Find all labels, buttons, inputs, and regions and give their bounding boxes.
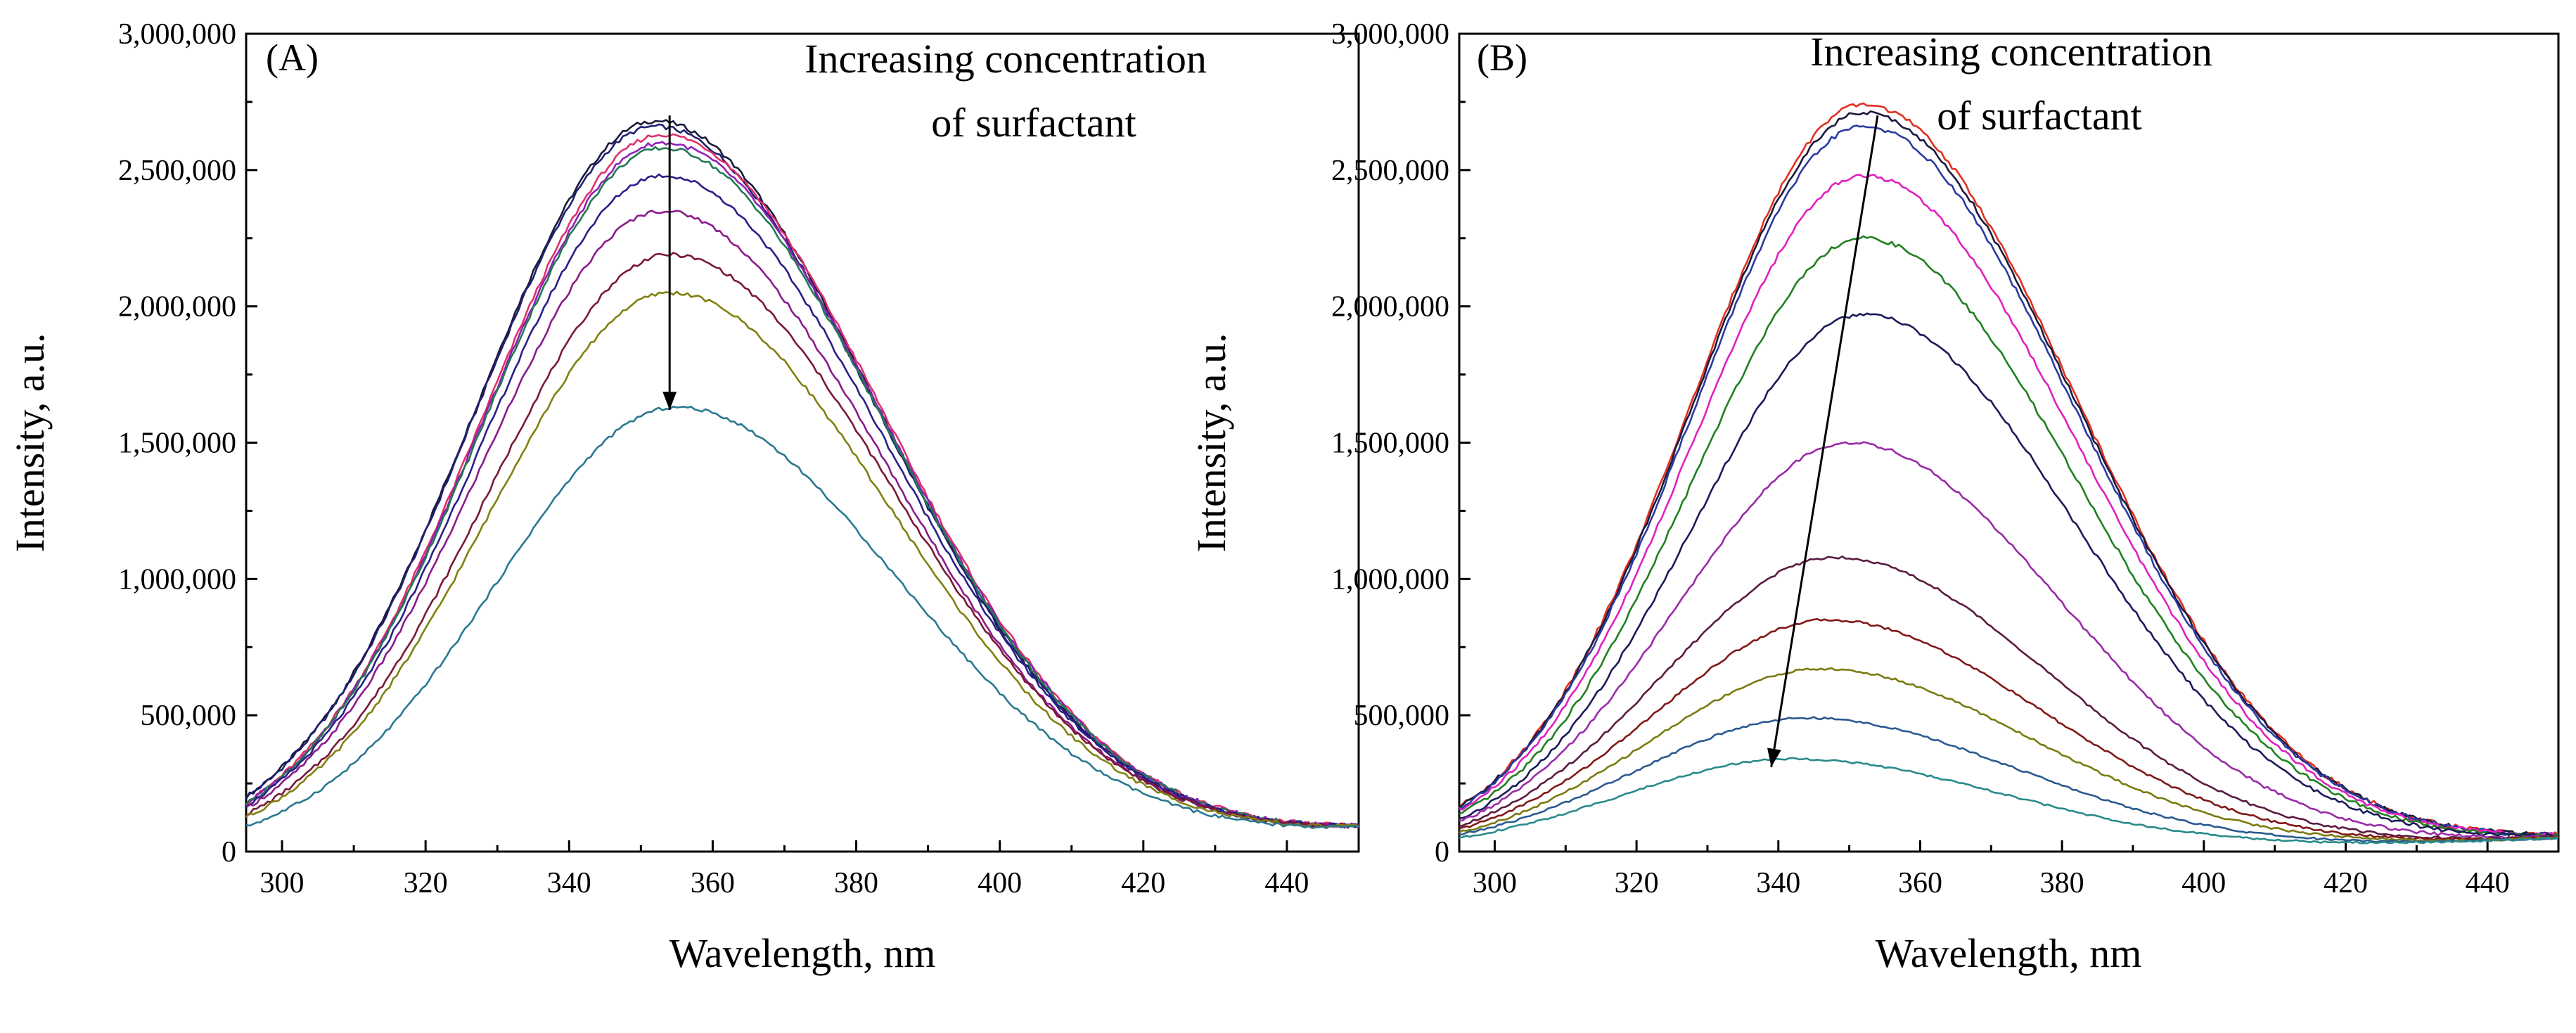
series-line-3 — [1459, 124, 2559, 837]
annotation-line-1: Increasing concentration — [1810, 29, 2212, 75]
annotation-line-2: of surfactant — [931, 100, 1136, 146]
series-line-6 — [245, 173, 1359, 828]
series-group — [1459, 102, 2559, 845]
annotation-line-2: of surfactant — [1937, 93, 2141, 139]
trend-arrow-head — [662, 391, 677, 410]
y-tick-label: 2,000,000 — [1331, 291, 1449, 323]
trend-arrow-shaft — [1770, 115, 1879, 768]
y-tick-label: 3,000,000 — [1331, 18, 1449, 51]
series-line-5 — [245, 146, 1359, 828]
y-tick-label: 3,000,000 — [118, 18, 236, 51]
plot-frame — [1458, 32, 2560, 853]
series-line-7 — [245, 210, 1359, 829]
series-group — [245, 119, 1359, 830]
series-line-6 — [1459, 312, 2559, 838]
x-tick-label: 440 — [1264, 867, 1309, 899]
x-tick-label: 400 — [2181, 867, 2226, 899]
series-line-5 — [1459, 235, 2559, 838]
x-tick-label: 340 — [1756, 867, 1800, 899]
x-tick-label: 320 — [404, 867, 448, 899]
y-tick-label: 0 — [1435, 836, 1449, 868]
x-axis-title: Wavelength, nm — [1876, 930, 2142, 976]
series-line-1 — [1459, 102, 2559, 838]
y-tick-label: 500,000 — [1354, 700, 1450, 732]
panel-a: 0 500,000 1,000,000 1,500,000 2,000,000 2,500… — [7, 18, 1360, 976]
y-axis-title: Intensity, a.u. — [7, 333, 53, 553]
x-tick-label: 420 — [1121, 867, 1165, 899]
trend-arrow-head — [1767, 748, 1781, 767]
series-line-11 — [1459, 716, 2559, 844]
x-tick-label: 320 — [1615, 867, 1659, 899]
y-tick-label: 1,000,000 — [1331, 563, 1449, 596]
x-tick-label: 400 — [978, 867, 1022, 899]
x-tick-label: 440 — [2466, 867, 2510, 899]
series-line-10 — [245, 405, 1359, 830]
y-tick-label: 2,500,000 — [1331, 155, 1449, 187]
y-tick-label: 500,000 — [141, 700, 237, 732]
series-line-12 — [1459, 757, 2559, 845]
panel-label: (A) — [266, 37, 319, 79]
x-tick-label: 360 — [1898, 867, 1942, 899]
annotation-line-1: Increasing concentration — [805, 36, 1207, 82]
x-tick-label: 300 — [1473, 867, 1517, 899]
x-tick-label: 380 — [834, 867, 878, 899]
x-tick-label: 340 — [547, 867, 591, 899]
series-line-9 — [1459, 618, 2559, 842]
panel-b: 0 500,000 1,000,000 1,500,000 2,000,000 2,500… — [1188, 18, 2560, 976]
series-line-9 — [245, 290, 1359, 828]
series-line-7 — [1459, 441, 2559, 840]
x-tick-label: 300 — [260, 867, 305, 899]
y-tick-label: 1,500,000 — [1331, 428, 1449, 460]
x-axis-title: Wavelength, nm — [669, 930, 936, 976]
y-tick-label: 0 — [222, 836, 236, 868]
y-tick-label: 1,000,000 — [118, 563, 236, 596]
x-tick-label: 360 — [691, 867, 735, 899]
y-tick-label: 2,500,000 — [118, 155, 236, 187]
y-tick-label: 2,000,000 — [118, 291, 236, 323]
series-line-4 — [1459, 174, 2559, 838]
y-axis-title: Intensity, a.u. — [1188, 333, 1234, 553]
series-line-8 — [1459, 555, 2559, 841]
y-tick-label: 1,500,000 — [118, 428, 236, 460]
series-line-8 — [245, 252, 1359, 828]
x-tick-label: 380 — [2040, 867, 2084, 899]
x-tick-label: 420 — [2324, 867, 2368, 899]
panel-label: (B) — [1477, 37, 1527, 79]
series-line-10 — [1459, 667, 2559, 842]
